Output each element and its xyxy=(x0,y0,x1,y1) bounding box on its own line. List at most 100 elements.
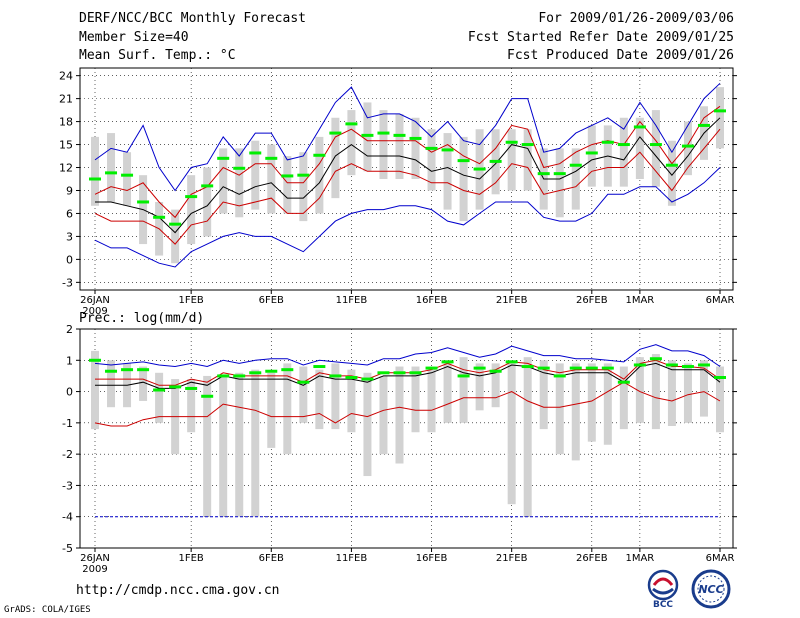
ncc-logo-text: NCC xyxy=(698,583,723,596)
temp-envelope-min-line xyxy=(94,167,721,268)
header-member-size: Member Size=40 xyxy=(79,30,189,45)
temp-ytick-label: -3 xyxy=(62,276,73,289)
header-start-date: Fcst Started Refer Date 2009/01/25 xyxy=(467,30,734,45)
precip-xtick-label: 6MAR xyxy=(706,553,735,564)
temp-range-bar xyxy=(283,156,292,214)
precip-range-bar xyxy=(475,363,484,411)
bcc-logo-arc-icon xyxy=(652,577,674,586)
temp-ytick-label: 3 xyxy=(66,230,73,243)
temp-range-bar xyxy=(411,117,420,179)
precip-ytick-label: 1 xyxy=(66,354,73,367)
header-variable: Mean Surf. Temp.: °C xyxy=(79,48,236,63)
precip-range-bar xyxy=(587,363,596,442)
precip-plot-frame xyxy=(79,328,734,549)
precip-range-bar xyxy=(716,366,724,433)
precip-range-bar xyxy=(251,369,260,517)
temp-range-bar xyxy=(299,152,308,222)
precip-xtick-label: 26JAN xyxy=(80,553,110,564)
temp-range-bar xyxy=(555,148,564,218)
temp-range-bar xyxy=(187,175,196,245)
temp-xtick-year: 2009 xyxy=(82,306,107,317)
bcc-logo-ring-icon xyxy=(647,569,679,601)
temp-spread-lower-line xyxy=(94,128,721,245)
temp-median-line xyxy=(95,117,721,234)
precip-ytick-label: -1 xyxy=(62,417,73,430)
precip-range-bar xyxy=(267,372,276,448)
precip-spread-upper-line xyxy=(95,359,721,386)
precip-range-bar xyxy=(379,375,388,455)
precip-range-bar xyxy=(555,363,564,455)
temp-spread-upper-line xyxy=(94,105,721,219)
temp-range-bar xyxy=(443,133,452,210)
temp-range-bar xyxy=(107,133,116,202)
precip-xtick-label: 26FEB xyxy=(576,553,608,564)
precip-range-bar xyxy=(363,372,372,477)
temp-range-bar xyxy=(363,102,372,172)
precip-ytick-label: -2 xyxy=(62,448,73,461)
precip-xtick-label: 21FEB xyxy=(496,553,528,564)
precip-ytick-label: 2 xyxy=(66,323,73,336)
bcc-logo-text: BCC xyxy=(653,600,673,609)
precip-range-bar xyxy=(155,372,164,423)
temp-xtick-label: 21FEB xyxy=(496,295,528,306)
precip-xtick-label: 16FEB xyxy=(416,553,448,564)
precip-range-bar xyxy=(683,363,692,423)
temp-range-bar xyxy=(395,113,404,179)
temp-xtick-label: 6FEB xyxy=(259,295,284,306)
precip-range-bar xyxy=(411,366,420,433)
precip-spread-lower-line xyxy=(94,381,721,427)
temp-xtick-label: 1MAR xyxy=(625,295,654,306)
precip-range-bar xyxy=(219,375,228,517)
precip-median-line xyxy=(95,362,721,389)
precip-ytick-label: -4 xyxy=(62,511,73,524)
temp-range-bar xyxy=(635,117,644,179)
header-title: DERF/NCC/BCC Monthly Forecast xyxy=(79,11,306,26)
temp-ytick-label: 0 xyxy=(66,253,73,266)
precip-range-bar xyxy=(523,357,532,517)
precip-range-bar xyxy=(619,366,628,430)
temp-xtick-label: 26JAN xyxy=(80,295,110,306)
precip-range-bar xyxy=(459,357,468,423)
temp-ytick-label: 15 xyxy=(59,139,73,152)
precip-range-bar xyxy=(315,369,324,430)
precip-range-bar xyxy=(139,366,148,401)
precip-range-bar xyxy=(635,357,644,423)
temp-range-bar xyxy=(619,117,628,187)
precip-range-bar xyxy=(187,379,196,433)
temp-plot-frame xyxy=(79,67,734,291)
ncc-logo-ring-icon xyxy=(691,569,731,609)
temp-ytick-label: 18 xyxy=(59,116,73,129)
precip-range-bar xyxy=(443,360,452,423)
temp-range-bar xyxy=(91,136,99,206)
bcc-logo-wave-icon xyxy=(652,587,674,595)
bcc-logo: BCC xyxy=(642,569,684,613)
precip-xtick-label: 1MAR xyxy=(625,553,654,564)
website-url: http://cmdp.ncc.cma.gov.cn xyxy=(76,583,280,598)
temp-range-bar xyxy=(667,140,676,206)
precip-ytick-label: -5 xyxy=(62,542,73,555)
precip-range-bar xyxy=(347,369,356,433)
ncc-logo-globe-icon xyxy=(697,575,725,603)
temp-range-bar xyxy=(427,129,436,191)
precip-xtick-label: 1FEB xyxy=(179,553,204,564)
temp-xtick-label: 16FEB xyxy=(416,295,448,306)
temp-range-bar xyxy=(523,129,532,191)
temp-xtick-label: 26FEB xyxy=(576,295,608,306)
temp-range-bar xyxy=(716,87,724,149)
precip-range-bar xyxy=(331,363,340,430)
header-produced-date: Fcst Produced Date 2009/01/26 xyxy=(507,48,734,63)
temp-ytick-label: 24 xyxy=(59,70,73,83)
temp-range-bar xyxy=(459,136,468,222)
precip-xtick-label: 6FEB xyxy=(259,553,284,564)
temp-range-bar xyxy=(379,110,388,179)
temp-xtick-label: 1FEB xyxy=(179,295,204,306)
precip-range-bar xyxy=(491,363,500,408)
precip-xtick-label: 11FEB xyxy=(336,553,368,564)
temp-ytick-label: 21 xyxy=(59,93,73,106)
precip-xtick-year: 2009 xyxy=(82,564,107,575)
temp-range-bar xyxy=(331,117,340,199)
temp-xtick-label: 6MAR xyxy=(706,295,735,306)
precip-range-bar xyxy=(571,363,580,461)
